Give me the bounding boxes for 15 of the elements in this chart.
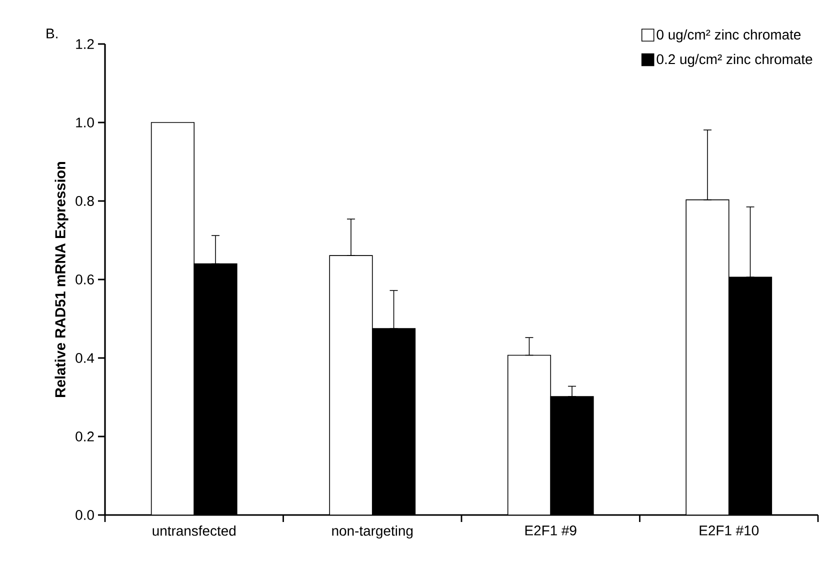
legend-label: 0.2 ug/cm² zinc chromate — [656, 54, 812, 67]
y-tick-label: 0.8 — [76, 196, 94, 206]
legend-label: 0 ug/cm² zinc chromate — [656, 29, 801, 42]
y-tick-label: 0.6 — [76, 274, 94, 284]
x-tick-label: E2F1 #9 — [525, 526, 576, 536]
x-tick-label: non-targeting — [332, 526, 413, 539]
y-tick-label: 0.0 — [76, 510, 94, 520]
y-tick-label: 1.0 — [76, 118, 94, 128]
y-axis-title: Relative RAD51 mRNA Expression — [54, 162, 68, 397]
x-tick-label: untransfected — [152, 526, 236, 536]
y-tick-label: 0.2 — [76, 432, 94, 442]
y-tick-label: 0.4 — [76, 353, 94, 363]
text: B. — [46, 28, 58, 38]
x-tick-label: E2F1 #10 — [700, 526, 759, 536]
y-tick-label: 1.2 — [76, 39, 94, 49]
